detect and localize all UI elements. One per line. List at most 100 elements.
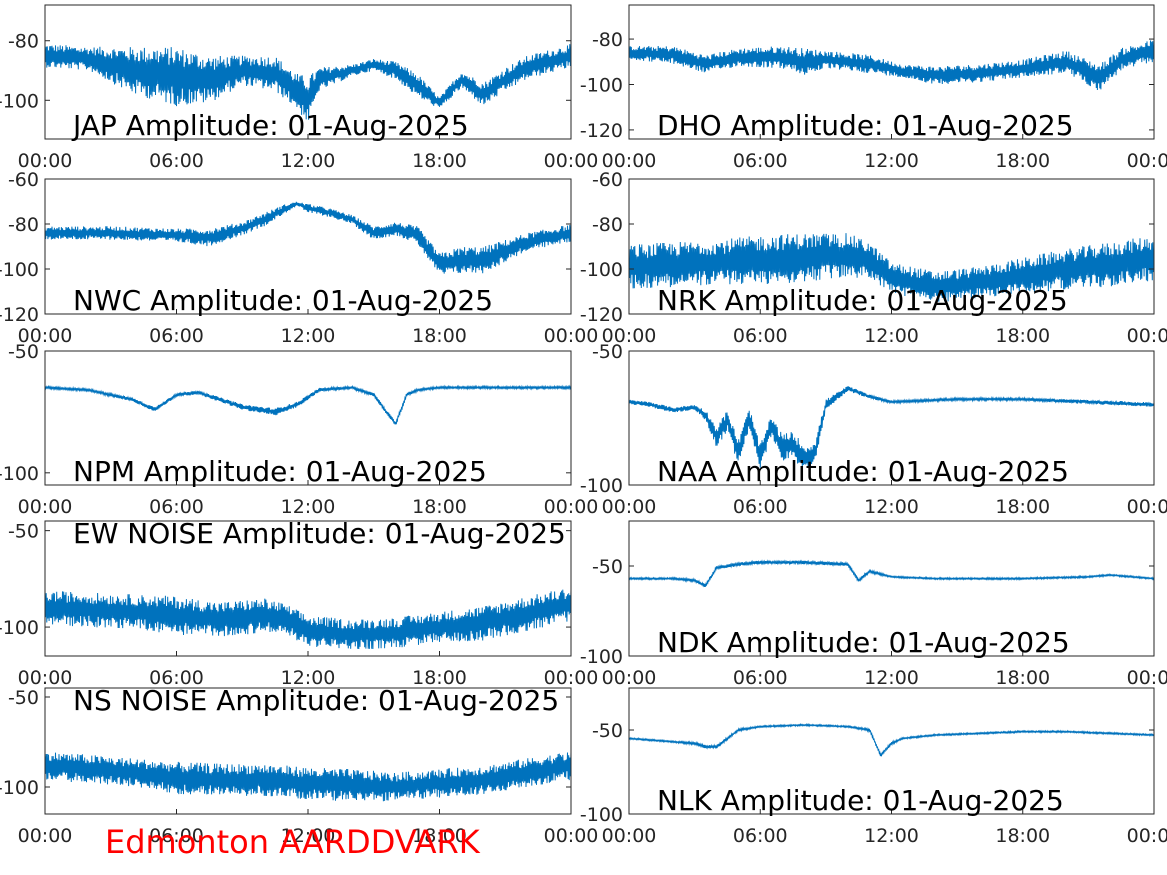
y-tick-label: -100 [0, 617, 39, 639]
x-tick-label: 12:00 [281, 150, 336, 172]
x-tick-label: 12:00 [281, 325, 336, 347]
y-tick-label: -50 [8, 687, 39, 709]
footer-label: Edmonton AARDDVARK [105, 823, 481, 861]
plot-area [628, 350, 1155, 486]
x-tick-label: 12:00 [281, 825, 336, 847]
panel-title: JAP Amplitude: 01-Aug-2025 [71, 109, 469, 142]
x-tick-label: 00:00 [602, 825, 657, 847]
y-tick-label: -120 [580, 304, 623, 326]
panel-title: NRK Amplitude: 01-Aug-2025 [657, 284, 1068, 317]
x-tick-label: 00:00 [1127, 150, 1167, 172]
y-tick-label: -80 [592, 214, 623, 236]
chart-panel-9: -50 -100 00:00 06:00 12:00 18:00 00:00 NS NOISE… [0, 684, 598, 847]
x-tick-label: 18:00 [995, 667, 1050, 689]
x-tick-label: 00:00 [18, 496, 73, 518]
x-tick-label: 00:00 [18, 325, 73, 347]
x-tick-label: 12:00 [864, 825, 919, 847]
series-line [628, 40, 1155, 91]
panel-title: NDK Amplitude: 01-Aug-2025 [657, 626, 1070, 659]
chart-panel-2: -80-100-12000:0006:0012:0018:0000:00DHO … [580, 4, 1167, 172]
x-tick-label: 18:00 [412, 667, 467, 689]
x-tick-label: 18:00 [995, 325, 1050, 347]
x-tick-label: 00:00 [1127, 496, 1167, 518]
x-tick-label: 18:00 [412, 150, 467, 172]
series-line [44, 384, 572, 425]
y-tick-label: -100 [0, 777, 39, 799]
panel-title: NAA Amplitude: 01-Aug-2025 [657, 455, 1069, 488]
x-tick-label: 18:00 [995, 496, 1050, 518]
x-tick-label: 06:00 [149, 825, 204, 847]
y-tick-label: -100 [580, 804, 623, 826]
series-line [44, 752, 572, 802]
plot-area [628, 687, 1155, 815]
x-tick-label: 18:00 [412, 496, 467, 518]
y-tick-label: -60 [592, 169, 623, 191]
panel-title: NWC Amplitude: 01-Aug-2025 [73, 284, 493, 317]
x-tick-label: 06:00 [733, 667, 788, 689]
plot-area [44, 178, 572, 315]
x-tick-label: 18:00 [412, 825, 467, 847]
y-tick-label: -80 [8, 31, 39, 53]
y-tick-label: -100 [0, 463, 39, 485]
x-tick-label: 12:00 [864, 496, 919, 518]
x-tick-label: 00:00 [602, 496, 657, 518]
x-tick-label: 12:00 [281, 496, 336, 518]
x-tick-label: 06:00 [149, 325, 204, 347]
y-tick-label: -120 [580, 120, 623, 142]
chart-panel-7: -50 -100 00:00 06:00 12:00 18:00 00:00 EW NOISE… [0, 517, 598, 689]
y-tick-label: -100 [580, 646, 623, 668]
x-tick-label: 18:00 [995, 825, 1050, 847]
y-tick-label: -100 [580, 475, 623, 497]
x-tick-label: 12:00 [864, 150, 919, 172]
x-tick-label: 12:00 [864, 667, 919, 689]
y-tick-label: -100 [0, 90, 39, 112]
chart-panel-1: -80 -100 00:00 06:00 12:00 18:00 00:00 JAP Ampl… [0, 4, 599, 172]
x-tick-label: 00:00 [544, 825, 599, 847]
x-tick-label: 00:00 [18, 150, 73, 172]
series-line [628, 722, 1155, 758]
series-line [44, 589, 572, 650]
y-tick-label: -50 [592, 556, 623, 578]
y-tick-label: -50 [8, 341, 39, 363]
series-line [628, 559, 1155, 588]
x-tick-label: 00:00 [602, 667, 657, 689]
panel-title: NPM Amplitude: 01-Aug-2025 [73, 455, 487, 488]
chart-panel-4: -60-80-100-12000:0006:0012:0018:0000:00N… [580, 169, 1167, 347]
x-tick-label: 06:00 [149, 150, 204, 172]
x-tick-label: 06:00 [149, 667, 204, 689]
x-tick-label: 00:00 [602, 325, 657, 347]
series-line [44, 201, 572, 274]
x-tick-label: 06:00 [733, 825, 788, 847]
y-tick-label: -60 [8, 169, 39, 191]
y-tick-label: -100 [580, 74, 623, 96]
y-tick-label: -50 [592, 341, 623, 363]
x-tick-label: 00:00 [602, 150, 657, 172]
series-line [628, 386, 1155, 468]
x-tick-label: 00:00 [544, 667, 599, 689]
plot-area [628, 520, 1155, 657]
x-tick-label: 00:00 [18, 825, 73, 847]
series-line [44, 43, 572, 120]
y-tick-label: -80 [592, 29, 623, 51]
panel-title: EW NOISE Amplitude: 01-Aug-2025 [73, 517, 566, 550]
y-tick-label: -100 [580, 259, 623, 281]
x-tick-label: 00:00 [544, 150, 599, 172]
x-tick-label: 18:00 [412, 325, 467, 347]
panel-title: NS NOISE Amplitude: 01-Aug-2025 [73, 684, 559, 717]
x-tick-label: 00:00 [18, 667, 73, 689]
y-tick-label: -50 [592, 720, 623, 742]
x-tick-label: 18:00 [995, 150, 1050, 172]
panel-title: NLK Amplitude: 01-Aug-2025 [657, 784, 1064, 817]
panel-title: DHO Amplitude: 01-Aug-2025 [657, 109, 1074, 142]
x-tick-label: 06:00 [733, 496, 788, 518]
x-tick-label: 00:00 [544, 496, 599, 518]
x-tick-label: 06:00 [733, 150, 788, 172]
x-tick-label: 06:00 [149, 496, 204, 518]
y-tick-label: -120 [0, 304, 39, 326]
y-tick-label: -80 [8, 214, 39, 236]
